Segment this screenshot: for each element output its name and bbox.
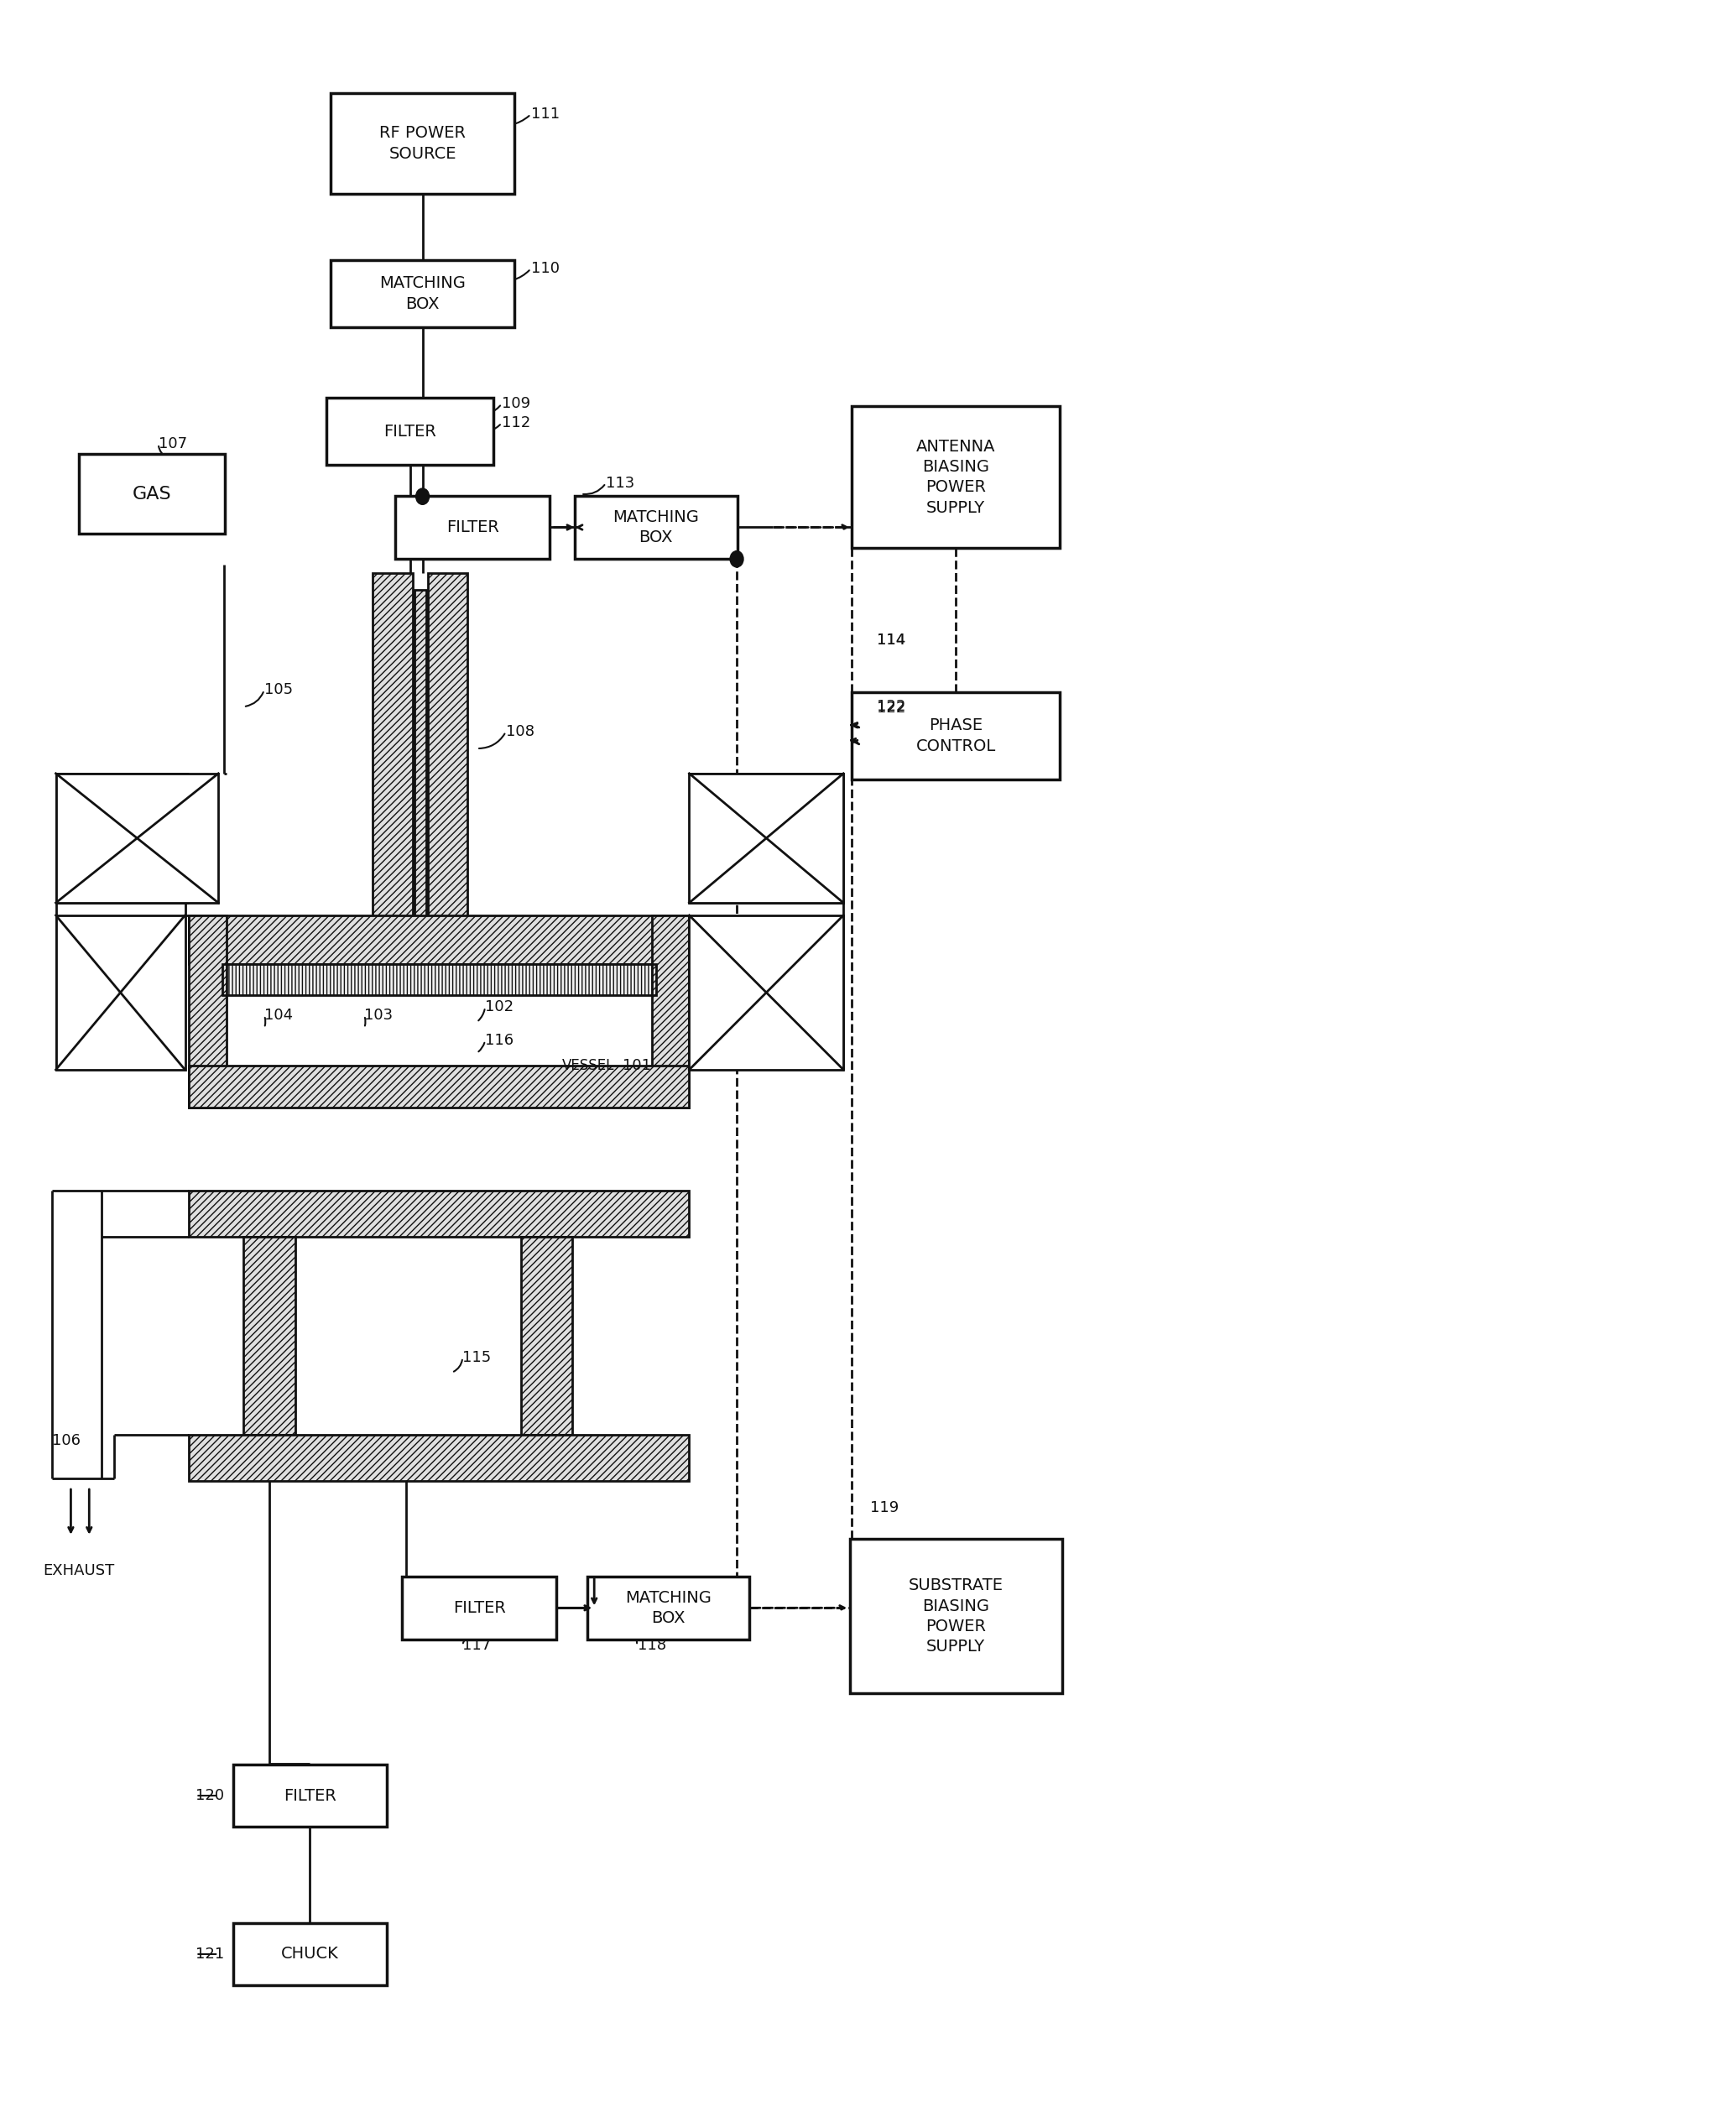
Bar bbox=[189, 916, 689, 964]
Bar bbox=[243, 1237, 295, 1435]
Text: MATCHING
BOX: MATCHING BOX bbox=[613, 508, 700, 546]
Bar bbox=[575, 496, 738, 559]
Bar bbox=[373, 574, 413, 950]
Bar bbox=[852, 405, 1061, 548]
Text: 119: 119 bbox=[870, 1500, 899, 1515]
Bar bbox=[189, 916, 227, 1107]
Text: EXHAUST: EXHAUST bbox=[43, 1563, 115, 1578]
Text: FILTER: FILTER bbox=[453, 1599, 505, 1616]
Text: 114: 114 bbox=[877, 632, 906, 647]
Text: FILTER: FILTER bbox=[446, 519, 498, 536]
Text: 107: 107 bbox=[158, 437, 187, 452]
Bar bbox=[587, 1576, 750, 1639]
Text: 117: 117 bbox=[462, 1639, 491, 1653]
Text: 109: 109 bbox=[502, 397, 529, 412]
Bar bbox=[332, 261, 514, 328]
Bar bbox=[651, 916, 689, 1107]
Text: CHUCK: CHUCK bbox=[281, 1946, 339, 1962]
Text: 110: 110 bbox=[531, 261, 559, 275]
Bar bbox=[396, 496, 550, 559]
Text: ANTENNA
BIASING
POWER
SUPPLY: ANTENNA BIASING POWER SUPPLY bbox=[917, 439, 995, 515]
Text: 112: 112 bbox=[502, 416, 531, 431]
Bar bbox=[233, 1765, 387, 1828]
Text: 120: 120 bbox=[196, 1788, 224, 1803]
Bar bbox=[689, 916, 844, 1069]
Text: 121: 121 bbox=[196, 1948, 224, 1962]
Text: 106: 106 bbox=[52, 1433, 80, 1448]
Text: PHASE
CONTROL: PHASE CONTROL bbox=[917, 719, 996, 754]
Text: 122: 122 bbox=[877, 702, 906, 716]
Bar bbox=[222, 964, 656, 996]
Text: VESSEL: VESSEL bbox=[562, 1059, 615, 1074]
Text: 115: 115 bbox=[462, 1351, 491, 1366]
Bar bbox=[222, 964, 656, 996]
Bar bbox=[189, 1065, 689, 1107]
Text: 104: 104 bbox=[264, 1008, 293, 1023]
Bar bbox=[689, 773, 844, 903]
Bar bbox=[415, 590, 425, 950]
Bar bbox=[56, 916, 186, 1069]
Bar bbox=[427, 574, 467, 950]
Text: GAS: GAS bbox=[132, 485, 172, 502]
Text: MATCHING
BOX: MATCHING BOX bbox=[380, 275, 465, 311]
Text: 116: 116 bbox=[484, 1034, 514, 1048]
Text: 101: 101 bbox=[623, 1059, 651, 1074]
Bar bbox=[403, 1576, 556, 1639]
Bar bbox=[849, 1540, 1062, 1693]
Text: 122: 122 bbox=[877, 700, 906, 714]
Text: MATCHING
BOX: MATCHING BOX bbox=[625, 1590, 712, 1626]
Bar bbox=[78, 454, 224, 534]
Text: 105: 105 bbox=[264, 683, 293, 698]
Text: 111: 111 bbox=[531, 107, 559, 122]
Circle shape bbox=[417, 487, 429, 504]
Text: 103: 103 bbox=[365, 1008, 392, 1023]
Text: SUBSTRATE
BIASING
POWER
SUPPLY: SUBSTRATE BIASING POWER SUPPLY bbox=[908, 1578, 1003, 1656]
Bar bbox=[189, 1191, 689, 1237]
Text: 108: 108 bbox=[505, 725, 535, 740]
Bar bbox=[852, 691, 1061, 779]
Circle shape bbox=[731, 550, 743, 567]
Text: FILTER: FILTER bbox=[283, 1788, 337, 1803]
Text: FILTER: FILTER bbox=[384, 424, 436, 439]
Text: 102: 102 bbox=[484, 1000, 514, 1015]
Text: 113: 113 bbox=[606, 475, 635, 492]
Bar bbox=[189, 1435, 689, 1481]
Text: 114: 114 bbox=[877, 632, 906, 647]
Bar bbox=[332, 92, 514, 193]
Text: 118: 118 bbox=[637, 1639, 667, 1653]
Bar bbox=[326, 397, 493, 464]
Bar bbox=[233, 1922, 387, 1985]
Bar bbox=[56, 773, 219, 903]
Text: RF POWER
SOURCE: RF POWER SOURCE bbox=[380, 126, 465, 162]
Bar bbox=[521, 1237, 573, 1435]
